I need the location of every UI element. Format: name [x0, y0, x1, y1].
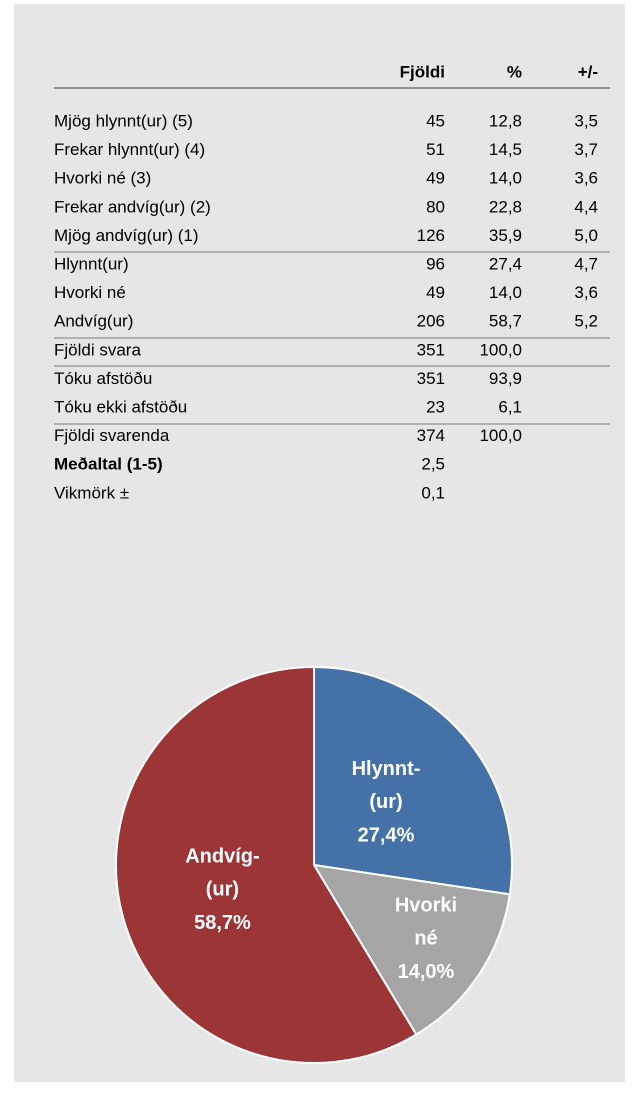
slice-value-label: 14,0%	[398, 961, 455, 983]
cell-value: 0,1	[421, 483, 445, 502]
cell-value: 351	[417, 340, 445, 359]
row-label: Mjög hlynnt(ur) (5)	[54, 111, 193, 130]
cell-value: 206	[417, 312, 445, 331]
cell-value: 6,1	[498, 397, 522, 416]
cell-value: 12,8	[489, 111, 522, 130]
slice-label: Hvorki né	[395, 895, 457, 950]
slice-label: Andvíg- (ur)	[185, 846, 259, 901]
cell-value: 93,9	[489, 369, 522, 388]
pie-slice	[313, 665, 513, 896]
cell-value: 14,0	[489, 169, 522, 188]
slice-label-line: Andvíg-	[185, 846, 259, 868]
column-header: Fjöldi	[400, 62, 445, 81]
cell-value: 4,4	[574, 197, 598, 216]
row-label: Tóku ekki afstöðu	[54, 397, 187, 416]
cell-value: 3,5	[574, 111, 598, 130]
cell-value: 80	[426, 197, 445, 216]
cell-value: 96	[426, 254, 445, 273]
cell-value: 5,0	[574, 226, 598, 245]
cell-value: 3,7	[574, 140, 598, 159]
slice-label-line: Hlynnt-	[352, 758, 421, 780]
row-label: Mjög andvíg(ur) (1)	[54, 226, 199, 245]
row-label: Hvorki né (3)	[54, 169, 151, 188]
pie-slice	[115, 665, 418, 1064]
slice-value-label: 27,4%	[358, 824, 415, 846]
cell-value: 351	[417, 369, 445, 388]
cell-value: 3,6	[574, 169, 598, 188]
slice-label-line: Hvorki	[395, 895, 457, 917]
cell-value: 58,7	[489, 312, 522, 331]
cell-value: 14,0	[489, 283, 522, 302]
cell-value: 100,0	[479, 340, 522, 359]
cell-value: 2,5	[421, 455, 445, 474]
row-label: Frekar andvíg(ur) (2)	[54, 197, 211, 216]
row-label: Fjöldi svarenda	[54, 426, 170, 445]
cell-value: 4,7	[574, 254, 598, 273]
cell-value: 45	[426, 111, 445, 130]
slice-label: Hlynnt- (ur)	[352, 758, 421, 813]
row-label: Frekar hlynnt(ur) (4)	[54, 140, 205, 159]
slice-label-line: (ur)	[206, 879, 239, 901]
row-label: Andvíg(ur)	[54, 312, 133, 331]
slice-label-line: (ur)	[369, 791, 402, 813]
cell-value: 23	[426, 397, 445, 416]
column-header: %	[507, 62, 522, 81]
cell-value: 100,0	[479, 426, 522, 445]
row-label: Fjöldi svara	[54, 340, 141, 359]
cell-value: 22,8	[489, 197, 522, 216]
cell-value: 49	[426, 169, 445, 188]
cell-value: 51	[426, 140, 445, 159]
row-label: Tóku afstöðu	[54, 369, 152, 388]
cell-value: 374	[417, 426, 445, 445]
column-header: +/-	[578, 62, 598, 81]
cell-value: 5,2	[574, 312, 598, 331]
cell-value: 3,6	[574, 283, 598, 302]
cell-value: 35,9	[489, 226, 522, 245]
slice-label-line: né	[414, 928, 437, 950]
pie-slice	[312, 863, 511, 1036]
cell-value: 49	[426, 283, 445, 302]
cell-value: 126	[417, 226, 445, 245]
row-label: Hvorki né	[54, 283, 126, 302]
row-label: Meðaltal (1-5)	[54, 455, 163, 474]
cell-value: 27,4	[489, 254, 522, 273]
slice-value-label: 58,7%	[194, 912, 251, 934]
row-label: Vikmörk ±	[54, 483, 129, 502]
row-label: Hlynnt(ur)	[54, 254, 129, 273]
cell-value: 14,5	[489, 140, 522, 159]
